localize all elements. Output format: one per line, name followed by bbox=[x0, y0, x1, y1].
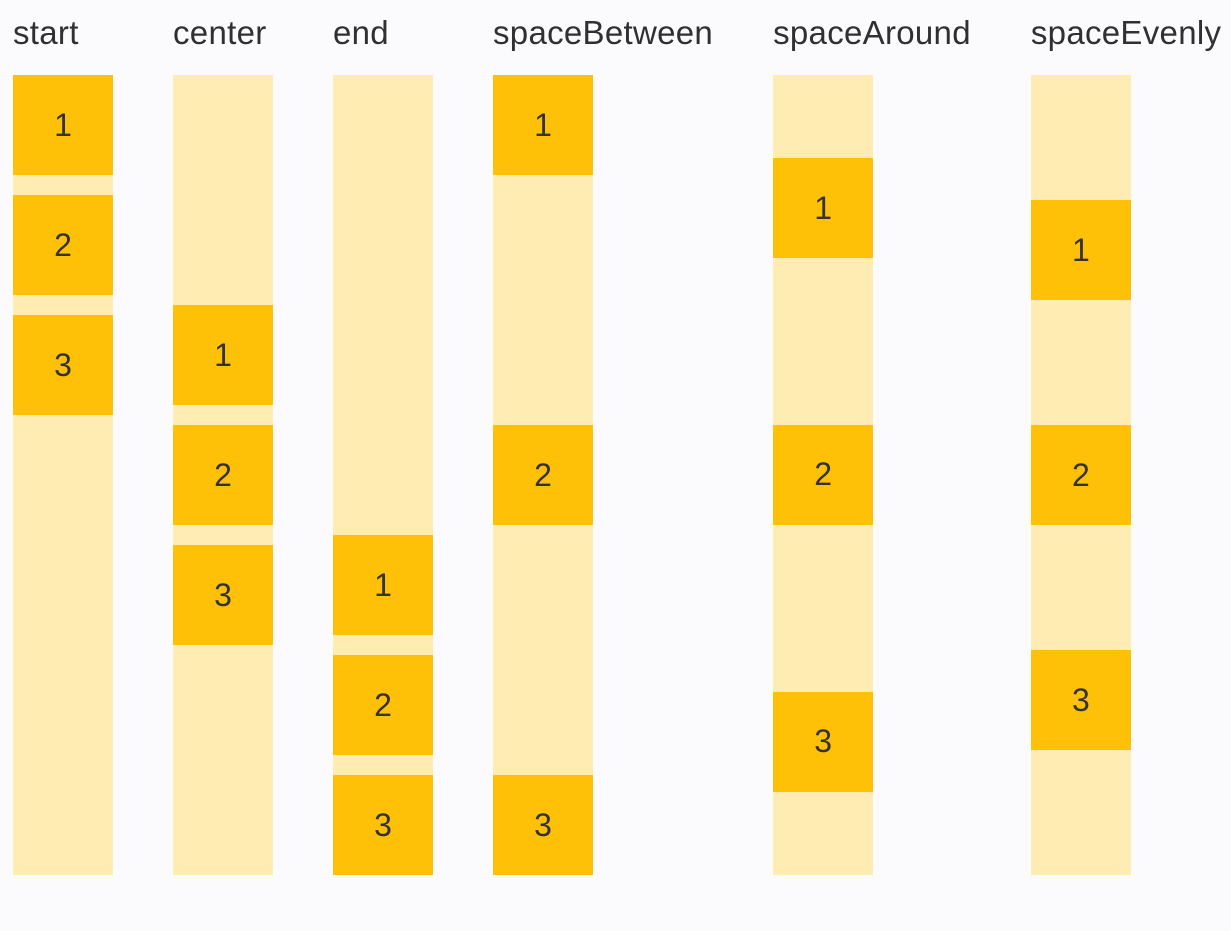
column-label-center: center bbox=[173, 14, 267, 51]
alignment-demo-space-evenly: spaceEvenly 1 2 3 bbox=[1030, 14, 1222, 875]
flex-track-start: 1 2 3 bbox=[13, 75, 113, 875]
flex-item: 2 bbox=[13, 195, 113, 295]
flex-track-center: 1 2 3 bbox=[173, 75, 273, 875]
flex-item: 2 bbox=[493, 425, 593, 525]
flex-item: 3 bbox=[773, 691, 874, 792]
flex-item: 3 bbox=[333, 775, 433, 875]
column-label-space-between: spaceBetween bbox=[493, 14, 714, 51]
column-label-end: end bbox=[333, 14, 389, 51]
flex-item: 1 bbox=[1030, 200, 1131, 300]
alignment-demo-space-around: spaceAround 1 2 3 bbox=[773, 16, 971, 875]
flex-item: 2 bbox=[333, 655, 433, 755]
flex-item: 1 bbox=[333, 535, 433, 635]
flex-item: 1 bbox=[13, 75, 113, 175]
flex-track-space-evenly: 1 2 3 bbox=[1030, 75, 1131, 875]
alignment-demo-space-between: spaceBetween 1 2 3 bbox=[493, 16, 713, 875]
flex-item: 3 bbox=[493, 775, 593, 875]
flex-item: 3 bbox=[13, 315, 113, 415]
column-label-space-around: spaceAround bbox=[773, 14, 971, 51]
flex-item: 2 bbox=[773, 424, 874, 525]
flex-track-space-around: 1 2 3 bbox=[773, 75, 874, 875]
column-label-space-evenly: spaceEvenly bbox=[1030, 14, 1222, 51]
flex-item: 1 bbox=[493, 75, 593, 175]
flex-item: 2 bbox=[173, 425, 273, 525]
column-label-start: start bbox=[13, 14, 79, 51]
alignment-demo-start: start 1 2 3 bbox=[13, 16, 113, 875]
alignment-demo-center: center 1 2 3 bbox=[173, 16, 273, 875]
flex-item: 1 bbox=[173, 305, 273, 405]
flex-item: 3 bbox=[173, 545, 273, 645]
flex-track-space-between: 1 2 3 bbox=[493, 75, 593, 875]
flex-track-end: 1 2 3 bbox=[333, 75, 433, 875]
flex-item: 2 bbox=[1030, 425, 1131, 525]
flex-item: 1 bbox=[773, 158, 874, 259]
main-axis-alignment-figure: start 1 2 3 center 1 2 3 end 1 2 3 space… bbox=[13, 14, 1222, 875]
alignment-demo-end: end 1 2 3 bbox=[333, 16, 433, 875]
flex-item: 3 bbox=[1030, 650, 1131, 750]
